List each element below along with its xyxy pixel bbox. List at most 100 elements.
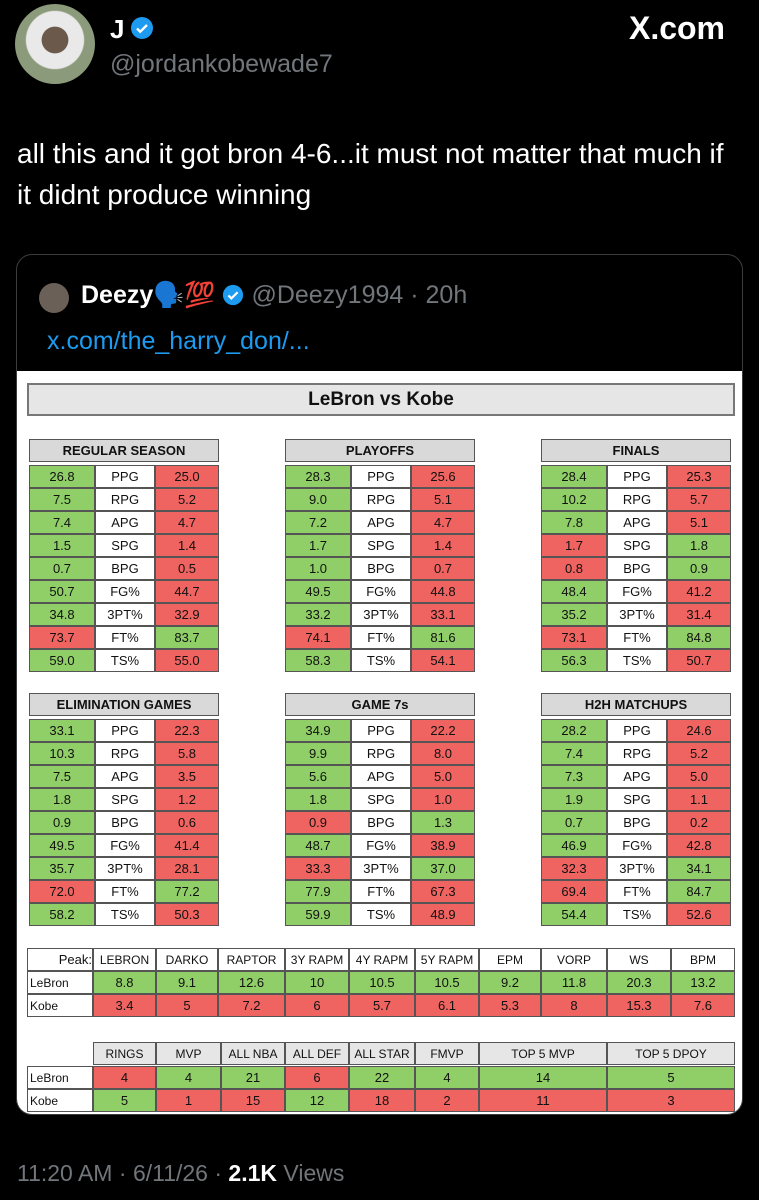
- quote-header: Deezy🗣️💯 @Deezy1994 · 20h: [81, 281, 467, 310]
- lebron-value: 77.9: [285, 880, 351, 903]
- quote-card[interactable]: Deezy🗣️💯 @Deezy1994 · 20h x.com/the_harr…: [16, 254, 743, 1115]
- stat-label: TS%: [95, 649, 155, 672]
- stat-label: SPG: [351, 788, 411, 811]
- lebron-value: 49.5: [29, 834, 95, 857]
- lebron-value: 7.5: [29, 765, 95, 788]
- peak-value: 5.3: [479, 994, 541, 1017]
- stat-label: PPG: [351, 719, 411, 742]
- lebron-value: 46.9: [541, 834, 607, 857]
- kobe-value: 3.5: [155, 765, 219, 788]
- accolade-value: 21: [221, 1066, 285, 1089]
- kobe-value: 0.5: [155, 557, 219, 580]
- kobe-value: 1.4: [155, 534, 219, 557]
- quote-time: 20h: [425, 281, 468, 309]
- stat-label: 3PT%: [95, 603, 155, 626]
- kobe-value: 83.7: [155, 626, 219, 649]
- stat-label: FT%: [95, 626, 155, 649]
- lebron-value: 73.7: [29, 626, 95, 649]
- lebron-value: 35.2: [541, 603, 607, 626]
- peak-value: 7.2: [218, 994, 285, 1017]
- kobe-value: 44.8: [411, 580, 475, 603]
- kobe-value: 5.1: [667, 511, 731, 534]
- stat-label: APG: [607, 765, 667, 788]
- lebron-value: 32.3: [541, 857, 607, 880]
- lebron-value: 1.0: [285, 557, 351, 580]
- kobe-value: 25.0: [155, 465, 219, 488]
- lebron-value: 0.9: [29, 811, 95, 834]
- lebron-value: 26.8: [29, 465, 95, 488]
- column-header: BPM: [671, 948, 735, 971]
- site-label: X.com: [628, 10, 725, 46]
- column-header: RINGS: [93, 1042, 156, 1065]
- stat-label: SPG: [607, 788, 667, 811]
- kobe-value: 42.8: [667, 834, 731, 857]
- tweet-text: all this and it got bron 4-6...it must n…: [17, 138, 724, 210]
- quote-avatar: [39, 283, 69, 313]
- lebron-value: 59.0: [29, 649, 95, 672]
- stat-label: RPG: [607, 488, 667, 511]
- author-handle[interactable]: @jordankobewade7: [110, 50, 333, 78]
- quote-link[interactable]: x.com/the_harry_don/...: [47, 327, 310, 355]
- quote-handle: @Deezy1994: [251, 281, 404, 309]
- column-header: RAPTOR: [218, 948, 285, 971]
- peak-value: 5: [156, 994, 218, 1017]
- stat-label: SPG: [607, 534, 667, 557]
- accolade-value: 5: [93, 1089, 156, 1112]
- column-header: 4Y RAPM: [349, 948, 415, 971]
- lebron-value: 34.9: [285, 719, 351, 742]
- accolade-value: 4: [93, 1066, 156, 1089]
- lebron-value: 28.3: [285, 465, 351, 488]
- author-name[interactable]: J: [110, 14, 125, 44]
- peak-value: 6: [285, 994, 349, 1017]
- lebron-value: 28.4: [541, 465, 607, 488]
- stat-label: FG%: [607, 834, 667, 857]
- lebron-value: 10.2: [541, 488, 607, 511]
- kobe-value: 5.0: [411, 765, 475, 788]
- kobe-value: 24.6: [667, 719, 731, 742]
- lebron-value: 7.8: [541, 511, 607, 534]
- lebron-value: 74.1: [285, 626, 351, 649]
- peak-value: 3.4: [93, 994, 156, 1017]
- row-label: LeBron: [27, 971, 93, 994]
- kobe-value: 84.7: [667, 880, 731, 903]
- kobe-value: 0.6: [155, 811, 219, 834]
- table-title: REGULAR SEASON: [29, 439, 219, 462]
- accolade-value: 3: [607, 1089, 735, 1112]
- lebron-value: 69.4: [541, 880, 607, 903]
- kobe-value: 41.4: [155, 834, 219, 857]
- kobe-value: 22.2: [411, 719, 475, 742]
- kobe-value: 54.1: [411, 649, 475, 672]
- lebron-value: 1.7: [285, 534, 351, 557]
- column-header: MVP: [156, 1042, 221, 1065]
- stat-label: FT%: [95, 880, 155, 903]
- peak-value: 9.2: [479, 971, 541, 994]
- stat-label: SPG: [351, 534, 411, 557]
- lebron-value: 50.7: [29, 580, 95, 603]
- avatar[interactable]: [15, 4, 95, 84]
- stat-label: APG: [95, 511, 155, 534]
- stat-label: BPG: [95, 557, 155, 580]
- stat-label: APG: [351, 511, 411, 534]
- kobe-value: 52.6: [667, 903, 731, 926]
- kobe-value: 33.1: [411, 603, 475, 626]
- kobe-value: 1.3: [411, 811, 475, 834]
- kobe-value: 5.2: [155, 488, 219, 511]
- lebron-value: 73.1: [541, 626, 607, 649]
- views-label: Views: [283, 1160, 345, 1186]
- lebron-value: 33.3: [285, 857, 351, 880]
- stat-label: 3PT%: [607, 857, 667, 880]
- kobe-value: 0.9: [667, 557, 731, 580]
- kobe-value: 50.7: [667, 649, 731, 672]
- verified-badge: [131, 17, 153, 39]
- stats-image[interactable]: LeBron vs Kobe REGULAR SEASON 26.8 PPG 25.0 7…: [17, 371, 742, 1114]
- lebron-value: 48.4: [541, 580, 607, 603]
- peak-value: 10.5: [415, 971, 479, 994]
- kobe-value: 38.9: [411, 834, 475, 857]
- lebron-value: 34.8: [29, 603, 95, 626]
- kobe-value: 41.2: [667, 580, 731, 603]
- quote-name: Deezy: [81, 281, 154, 309]
- accolade-value: 22: [349, 1066, 415, 1089]
- stat-label: APG: [607, 511, 667, 534]
- separator: ·: [410, 281, 419, 309]
- kobe-value: 4.7: [411, 511, 475, 534]
